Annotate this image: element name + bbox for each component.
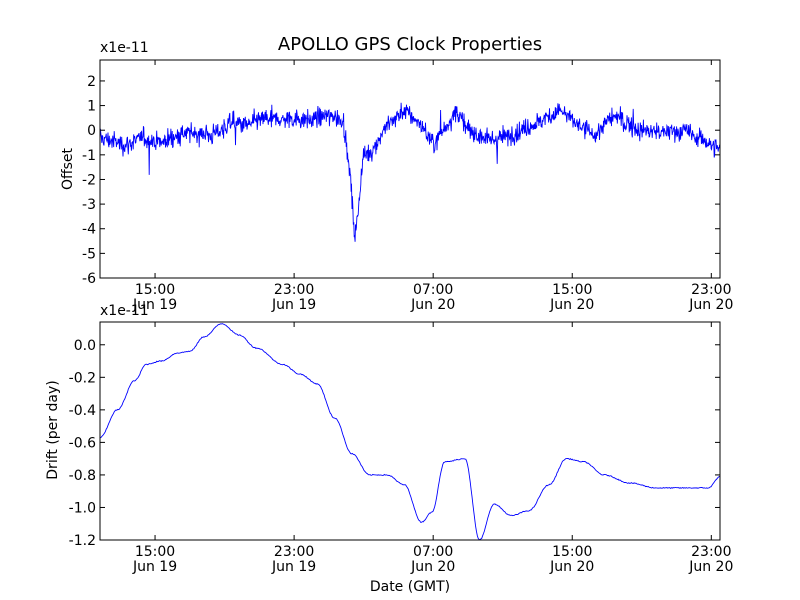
chart-title: APOLLO GPS Clock Properties — [278, 34, 542, 55]
x-tick-time-label: 15:00 — [552, 282, 592, 298]
y-tick-label: -3 — [82, 197, 96, 213]
offset-multiplier-label: x1e-11 — [100, 40, 149, 56]
x-tick-time-label: 15:00 — [135, 544, 175, 560]
x-tick-date-label: Jun 20 — [549, 297, 594, 313]
x-tick-time-label: 07:00 — [413, 282, 453, 298]
y-tick-label: -2 — [82, 172, 96, 188]
y-tick-label: -0.8 — [69, 468, 96, 484]
x-tick-time-label: 23:00 — [691, 282, 731, 298]
y-tick-label: -0.2 — [69, 370, 96, 386]
y-tick-label: -5 — [82, 246, 96, 262]
y-tick-label: -1 — [82, 148, 96, 164]
x-tick-date-label: Jun 20 — [688, 297, 733, 313]
drift-multiplier-label: x1e-11 — [100, 303, 149, 319]
drift-series-line — [99, 323, 721, 541]
drift-xlabel: Date (GMT) — [370, 579, 450, 595]
x-tick-date-label: Jun 19 — [271, 297, 316, 313]
offset-chart: APOLLO GPS Clock Properties x1e-11 Offse… — [60, 34, 733, 313]
y-tick-label: 2 — [87, 74, 96, 90]
y-tick-label: -6 — [82, 271, 96, 287]
x-tick-time-label: 23:00 — [274, 544, 314, 560]
drift-ylabel: Drift (per day) — [45, 380, 61, 479]
plot-frame — [99, 321, 721, 541]
y-tick-label: -0.4 — [69, 403, 96, 419]
y-tick-label: 1 — [87, 99, 96, 115]
x-tick-date-label: Jun 20 — [549, 559, 594, 575]
drift-chart: x1e-11 Drift (per day) Date (GMT) 0.0 -0.… — [45, 303, 733, 595]
x-tick-time-label: 23:00 — [691, 544, 731, 560]
y-tick-label: -4 — [82, 222, 96, 238]
offset-ylabel: Offset — [60, 147, 76, 190]
y-tick-label: 0.0 — [74, 338, 96, 354]
x-tick-date-label: Jun 20 — [410, 559, 455, 575]
plot-frame — [99, 59, 721, 279]
y-tick-label: -1.0 — [69, 500, 96, 516]
y-tick-label: -0.6 — [69, 435, 96, 451]
x-tick-time-label: 23:00 — [274, 282, 314, 298]
x-tick-time-label: 07:00 — [413, 544, 453, 560]
x-tick-time-label: 15:00 — [552, 544, 592, 560]
offset-series-line — [99, 102, 721, 242]
x-tick-date-label: Jun 20 — [688, 559, 733, 575]
x-tick-time-label: 15:00 — [135, 282, 175, 298]
x-tick-date-label: Jun 19 — [132, 559, 177, 575]
y-tick-label: 0 — [87, 123, 96, 139]
y-tick-label: -1.2 — [69, 533, 96, 549]
x-tick-date-label: Jun 19 — [271, 559, 316, 575]
x-tick-date-label: Jun 20 — [410, 297, 455, 313]
x-tick-date-label: Jun 19 — [132, 297, 177, 313]
